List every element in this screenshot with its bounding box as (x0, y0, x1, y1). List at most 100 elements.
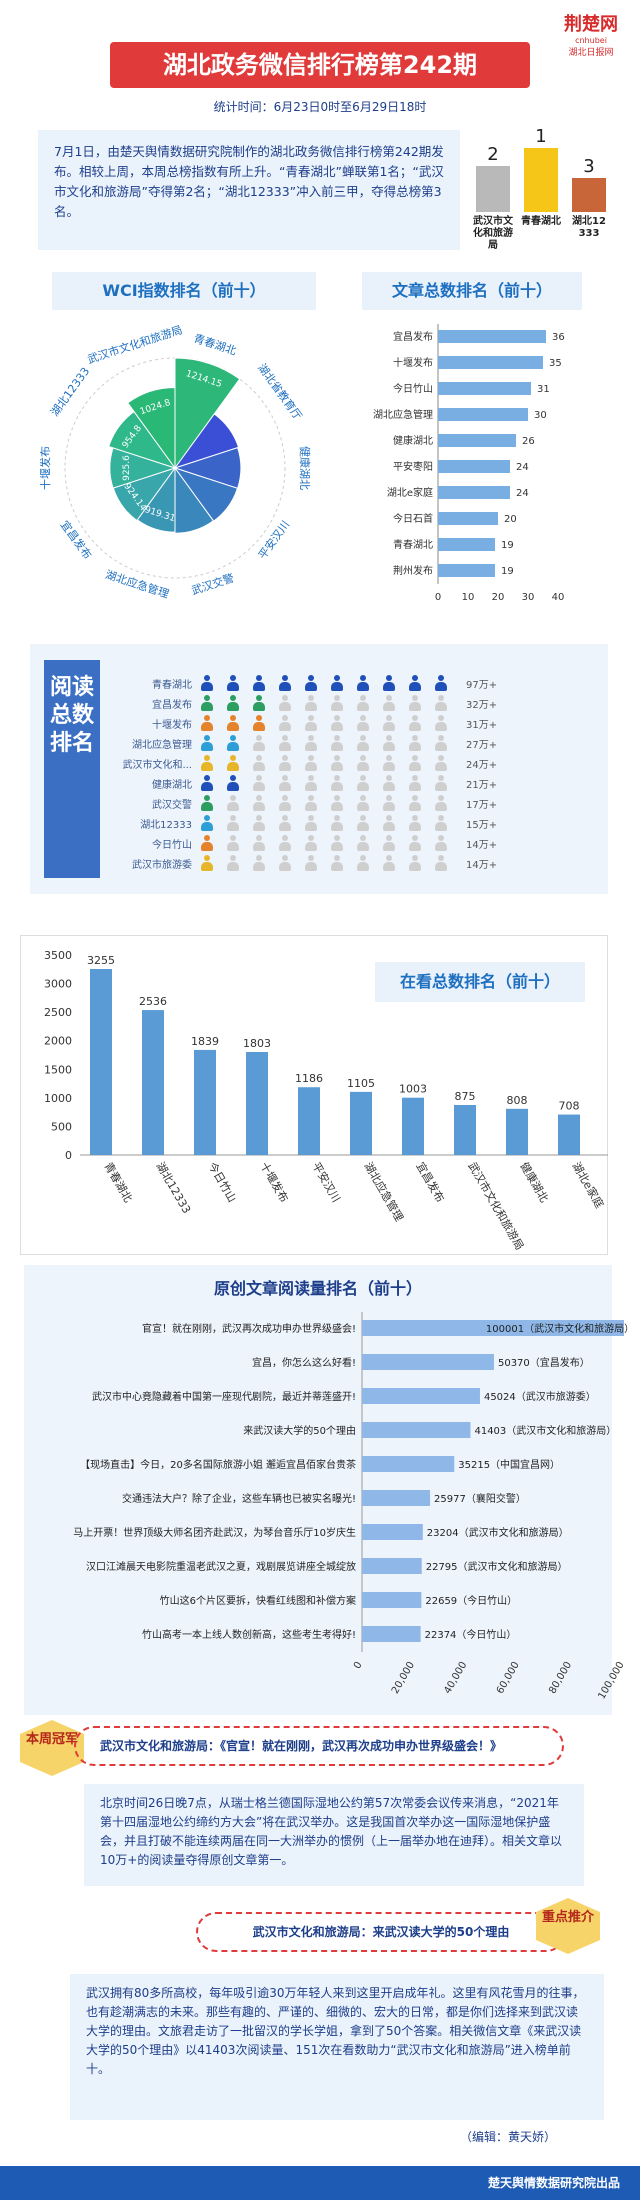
person-icon (304, 735, 318, 751)
original-chart: 官宣！就在刚刚，武汉再次成功申办世界级盛会! 100001（武汉市文化和旅游局） 宜… (73, 1312, 634, 1701)
person-icon (278, 755, 292, 771)
person-icon (226, 695, 240, 711)
person-icon (434, 715, 448, 731)
original-tick-label: 80,000 (547, 1660, 574, 1696)
likes-category-label: 今日竹山 (205, 1160, 239, 1205)
original-tick-label: 0 (352, 1660, 365, 1671)
person-icon (356, 815, 370, 831)
wci-category-label: 平安汉川 (255, 518, 292, 562)
original-value-label: 22374（今日竹山） (425, 1628, 517, 1641)
wci-section-title: WCI指数排名（前十） (52, 272, 316, 310)
person-icon (226, 755, 240, 771)
person-icon (356, 795, 370, 811)
person-icon (278, 675, 292, 691)
likes-tick-label: 1500 (44, 1063, 72, 1076)
wci-value-label: 925.6 (122, 455, 132, 481)
person-icon (356, 715, 370, 731)
likes-category-label: 健康湖北 (517, 1160, 551, 1205)
original-category-label: 武汉市中心竟隐藏着中国第一座现代剧院，最近并蒂莲盛开! (92, 1390, 356, 1403)
person-icon (304, 695, 318, 711)
original-bar (362, 1490, 431, 1506)
original-category-label: 来武汉读大学的50个理由 (243, 1424, 356, 1437)
original-category-label: 【现场直击】今日，20多名国际旅游小姐 邂逅宜昌佰家台贵茶 (80, 1458, 356, 1471)
likes-category-label: 平安汉川 (309, 1160, 343, 1205)
person-icon (356, 695, 370, 711)
logo-domain: cnhubei (575, 36, 607, 45)
person-icon (226, 675, 240, 691)
likes-bar (350, 1091, 372, 1155)
articles-category-label: 今日石首 (393, 512, 433, 525)
podium-name: 青春湖北 (521, 214, 561, 227)
original-value-label: 50370（宜昌发布） (498, 1356, 590, 1369)
person-icon (304, 795, 318, 811)
reads-value-label: 97万+ (466, 679, 498, 691)
reads-category-label: 十堰发布 (152, 719, 192, 731)
original-bar (362, 1320, 625, 1336)
person-icon (226, 775, 240, 791)
person-icon (434, 695, 448, 711)
original-value-label: 22795（武汉市文化和旅游局） (426, 1560, 568, 1573)
likes-value-label: 1803 (243, 1037, 271, 1050)
person-icon (200, 735, 214, 751)
articles-bar (438, 330, 546, 343)
person-icon (200, 775, 214, 791)
original-tick-label: 40,000 (442, 1660, 469, 1696)
likes-category-label: 宜昌发布 (413, 1160, 447, 1205)
original-tick-label: 20,000 (390, 1660, 417, 1696)
reads-row: 湖北12333 15万+ (108, 813, 608, 833)
likes-value-label: 875 (455, 1090, 476, 1103)
likes-bar (246, 1051, 268, 1155)
recommend-headline: 武汉市文化和旅游局：来武汉读大学的50个理由 (196, 1912, 566, 1952)
original-value-label: 25977（襄阳交警） (434, 1492, 526, 1505)
likes-bar (194, 1049, 216, 1155)
wci-category-label: 宜昌发布 (58, 518, 95, 562)
reads-row: 健康湖北 21万+ (108, 773, 608, 793)
person-icon (356, 775, 370, 791)
person-icon (382, 755, 396, 771)
champion-badge: 本周冠军 (20, 1720, 84, 1776)
person-icon (226, 735, 240, 751)
reads-category-label: 湖北应急管理 (132, 739, 192, 751)
wci-slice (174, 466, 215, 534)
logo-sub: 湖北日报网 (568, 48, 614, 58)
likes-tick-label: 1000 (44, 1092, 72, 1105)
person-icon (200, 835, 214, 851)
articles-value-label: 19 (501, 566, 514, 577)
person-icon (382, 675, 396, 691)
articles-value-label: 35 (549, 358, 562, 369)
wci-category-label: 健康湖北 (298, 446, 312, 490)
person-icon (226, 815, 240, 831)
reads-row: 今日竹山 14万+ (108, 833, 608, 853)
reads-row: 十堰发布 31万+ (108, 713, 608, 733)
stat-time: 统计时间：6月23日0时至6月29日18时 (213, 100, 427, 114)
likes-tick-label: 3000 (44, 978, 72, 991)
likes-category-label: 青春湖北 (101, 1160, 134, 1205)
person-icon (382, 795, 396, 811)
articles-section-title: 文章总数排名（前十） (362, 272, 582, 310)
reads-value-label: 32万+ (466, 699, 498, 711)
person-icon (304, 675, 318, 691)
articles-category-label: 平安枣阳 (393, 460, 433, 473)
original-bar (362, 1388, 480, 1404)
person-icon (434, 675, 448, 691)
likes-bar (298, 1087, 320, 1155)
podium-name-line: 局 (487, 239, 498, 250)
original-bar (362, 1456, 455, 1472)
articles-value-label: 20 (504, 514, 517, 525)
original-bar (362, 1592, 422, 1608)
person-icon (408, 675, 422, 691)
articles-bar (438, 460, 510, 473)
person-icon (304, 835, 318, 851)
person-icon (226, 835, 240, 851)
articles-category-label: 宜昌发布 (393, 330, 433, 343)
logo: 荆楚网 cnhubei 湖北日报网 (548, 10, 634, 58)
articles-value-label: 24 (516, 462, 529, 473)
likes-tick-label: 500 (51, 1120, 72, 1133)
recommend-body: 武汉拥有80多所高校，每年吸引逾30万年轻人来到这里开启成年礼。这里有风花雪月的… (70, 1974, 604, 2120)
likes-bar (402, 1097, 424, 1155)
person-icon (434, 735, 448, 751)
person-icon (330, 855, 344, 871)
podium-chart: 2 武汉市文化和旅游局 1 青春湖北 3 湖北12 333 (473, 126, 606, 250)
person-icon (252, 715, 266, 731)
person-icon (330, 675, 344, 691)
